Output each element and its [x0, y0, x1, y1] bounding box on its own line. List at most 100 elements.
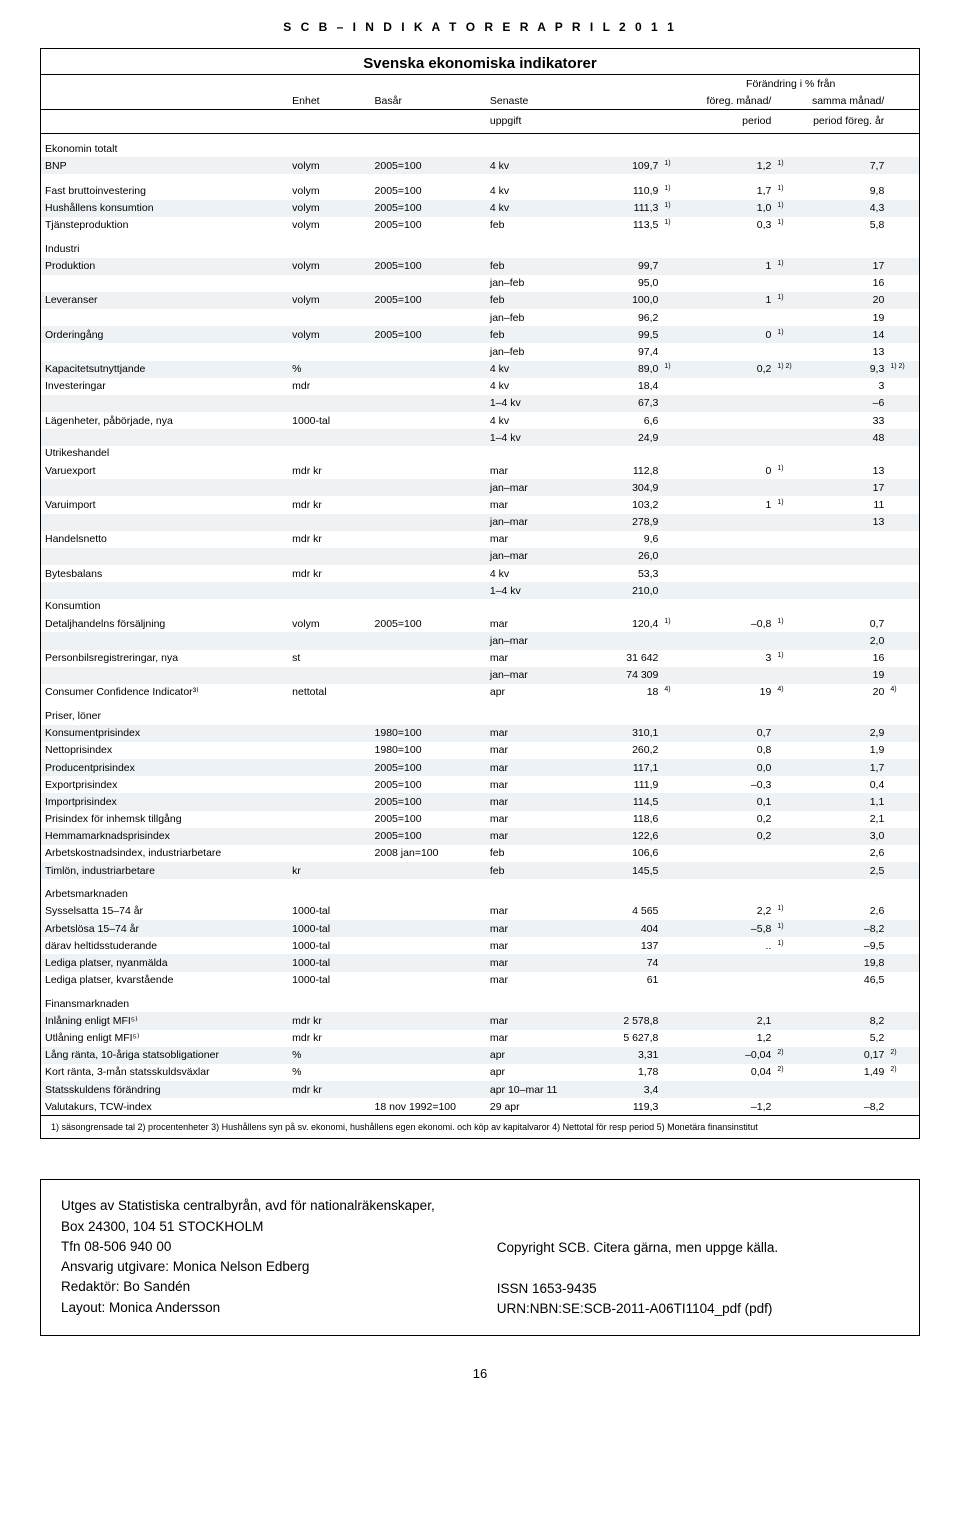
table-row: Timlön, industriarbetarekrfeb145,52,5 — [41, 862, 919, 879]
cell-uppgift: 103,2 — [580, 496, 662, 513]
table-row: Lediga platser, kvarstående1000-talmar61… — [41, 972, 919, 989]
cell-sup1 — [662, 514, 693, 531]
cell-sup1 — [662, 972, 693, 989]
cell-foreg: 0,04 — [693, 1064, 775, 1081]
cell-basar — [371, 479, 486, 496]
cell-sup2: 1) — [775, 157, 806, 174]
cell-sup2: 1) — [775, 326, 806, 343]
cell-sup3 — [888, 182, 919, 199]
cell-uppgift: 61 — [580, 972, 662, 989]
cell-basar — [371, 920, 486, 937]
cell-label: Prisindex för inhemsk tillgång — [41, 811, 288, 828]
section-header: Ekonomin totalt — [41, 133, 919, 157]
table-row: Leveranservolym2005=100feb100,011)20 — [41, 292, 919, 309]
cell-samma: 2,1 — [806, 811, 888, 828]
cell-sup3 — [888, 429, 919, 446]
cell-enhet: % — [288, 1047, 370, 1064]
cell-basar — [371, 582, 486, 599]
cell-senaste: mar — [486, 776, 580, 793]
cell-label: Varuexport — [41, 462, 288, 479]
cell-sup2: 1) — [775, 650, 806, 667]
cell-uppgift: 278,9 — [580, 514, 662, 531]
cell-enhet: mdr kr — [288, 496, 370, 513]
cell-basar: 2005=100 — [371, 759, 486, 776]
cell-uppgift: 74 — [580, 954, 662, 971]
cell-sup3 — [888, 157, 919, 174]
table-row: Kapacitetsutnyttjande%4 kv89,01)0,21) 2)… — [41, 361, 919, 378]
cell-sup2: 1) — [775, 258, 806, 275]
cell-sup2 — [775, 514, 806, 531]
cell-senaste: mar — [486, 759, 580, 776]
section-header: Arbetsmarknaden — [41, 879, 919, 903]
cell-senaste: jan–mar — [486, 514, 580, 531]
table-row: Lägenheter, påbörjade, nya1000-tal4 kv6,… — [41, 412, 919, 429]
cell-basar — [371, 514, 486, 531]
cell-sup3 — [888, 725, 919, 742]
cell-label: Detaljhandelns försäljning — [41, 615, 288, 632]
table-row: Valutakurs, TCW-index18 nov 1992=10029 a… — [41, 1098, 919, 1115]
cell-samma — [806, 531, 888, 548]
cell-label: Lediga platser, kvarstående — [41, 972, 288, 989]
cell-senaste: mar — [486, 725, 580, 742]
cell-sup2: 1) — [775, 217, 806, 234]
footer-box: Utges av Statistiska centralbyrån, avd f… — [40, 1179, 920, 1336]
cell-foreg — [693, 548, 775, 565]
cell-sup3 — [888, 479, 919, 496]
cell-samma: –9,5 — [806, 937, 888, 954]
cell-label — [41, 632, 288, 649]
cell-label: Produktion — [41, 258, 288, 275]
cell-basar — [371, 395, 486, 412]
cell-basar: 2005=100 — [371, 326, 486, 343]
cell-enhet: volym — [288, 292, 370, 309]
cell-label — [41, 429, 288, 446]
cell-uppgift: 89,0 — [580, 361, 662, 378]
cell-samma: 14 — [806, 326, 888, 343]
cell-enhet — [288, 759, 370, 776]
cell-sup1 — [662, 937, 693, 954]
cell-sup2: 1) — [775, 462, 806, 479]
cell-enhet: volym — [288, 182, 370, 199]
cell-senaste: 29 apr — [486, 1098, 580, 1115]
cell-uppgift: 99,5 — [580, 326, 662, 343]
cell-samma: –8,2 — [806, 1098, 888, 1115]
cell-enhet: kr — [288, 862, 370, 879]
table-row: BNPvolym2005=1004 kv109,71)1,21)7,7 — [41, 157, 919, 174]
cell-sup2 — [775, 1081, 806, 1098]
table-row: Varuexportmdr krmar112,801)13 — [41, 462, 919, 479]
table-row: Arbetskostnadsindex, industriarbetare200… — [41, 845, 919, 862]
cell-sup1 — [662, 479, 693, 496]
cell-basar — [371, 862, 486, 879]
cell-basar — [371, 684, 486, 701]
cell-enhet: st — [288, 650, 370, 667]
cell-enhet: 1000-tal — [288, 972, 370, 989]
table-row: jan–mar26,0 — [41, 548, 919, 565]
cell-uppgift: 117,1 — [580, 759, 662, 776]
table-row: jan–feb97,413 — [41, 343, 919, 360]
cell-sup1 — [662, 1030, 693, 1047]
cell-basar — [371, 429, 486, 446]
cell-sup2 — [775, 479, 806, 496]
cell-sup2: 2) — [775, 1064, 806, 1081]
cell-sup1 — [662, 920, 693, 937]
cell-label: Exportprisindex — [41, 776, 288, 793]
cell-sup2 — [775, 742, 806, 759]
cell-uppgift: 97,4 — [580, 343, 662, 360]
table-row: Investeringarmdr4 kv18,43 — [41, 378, 919, 395]
cell-sup2 — [775, 972, 806, 989]
table-row: Utlåning enligt MFI⁵⁾mdr krmar5 627,81,2… — [41, 1030, 919, 1047]
cell-basar: 1980=100 — [371, 742, 486, 759]
cell-foreg — [693, 309, 775, 326]
section-header: Industri — [41, 234, 919, 258]
cell-samma: 17 — [806, 258, 888, 275]
table-row: Personbilsregistreringar, nyastmar31 642… — [41, 650, 919, 667]
cell-sup3 — [888, 862, 919, 879]
cell-sup1 — [662, 326, 693, 343]
cell-uppgift: 111,9 — [580, 776, 662, 793]
cell-enhet: volym — [288, 200, 370, 217]
cell-samma: 48 — [806, 429, 888, 446]
cell-sup1 — [662, 1098, 693, 1115]
cell-samma: 9,3 — [806, 361, 888, 378]
cell-basar: 2005=100 — [371, 811, 486, 828]
cell-label: Timlön, industriarbetare — [41, 862, 288, 879]
cell-senaste: mar — [486, 954, 580, 971]
